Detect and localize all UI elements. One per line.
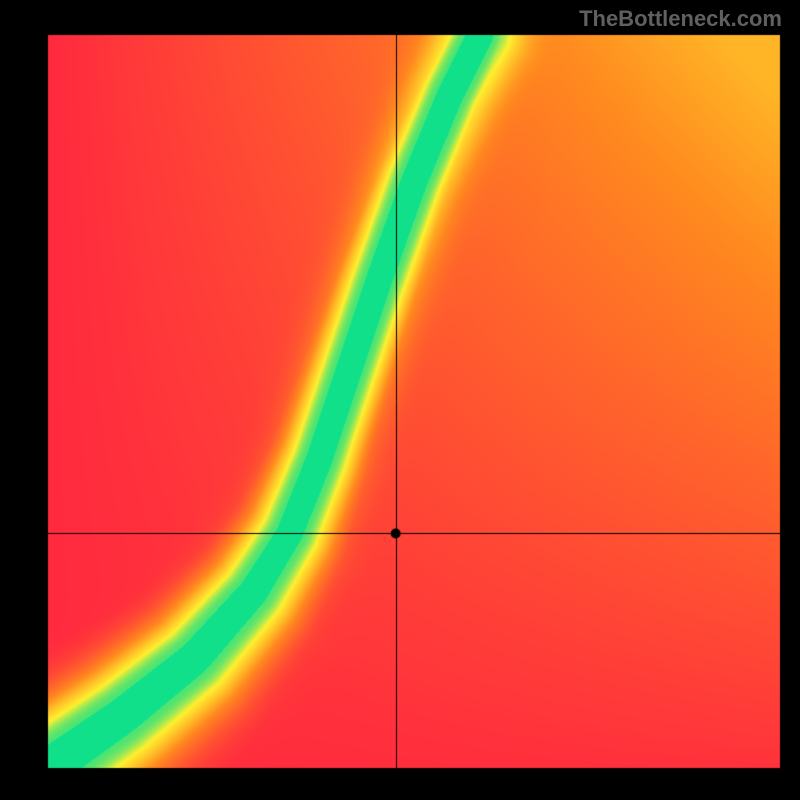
watermark-text: TheBottleneck.com: [579, 6, 782, 32]
chart-container: TheBottleneck.com: [0, 0, 800, 800]
heatmap-canvas: [0, 0, 800, 800]
